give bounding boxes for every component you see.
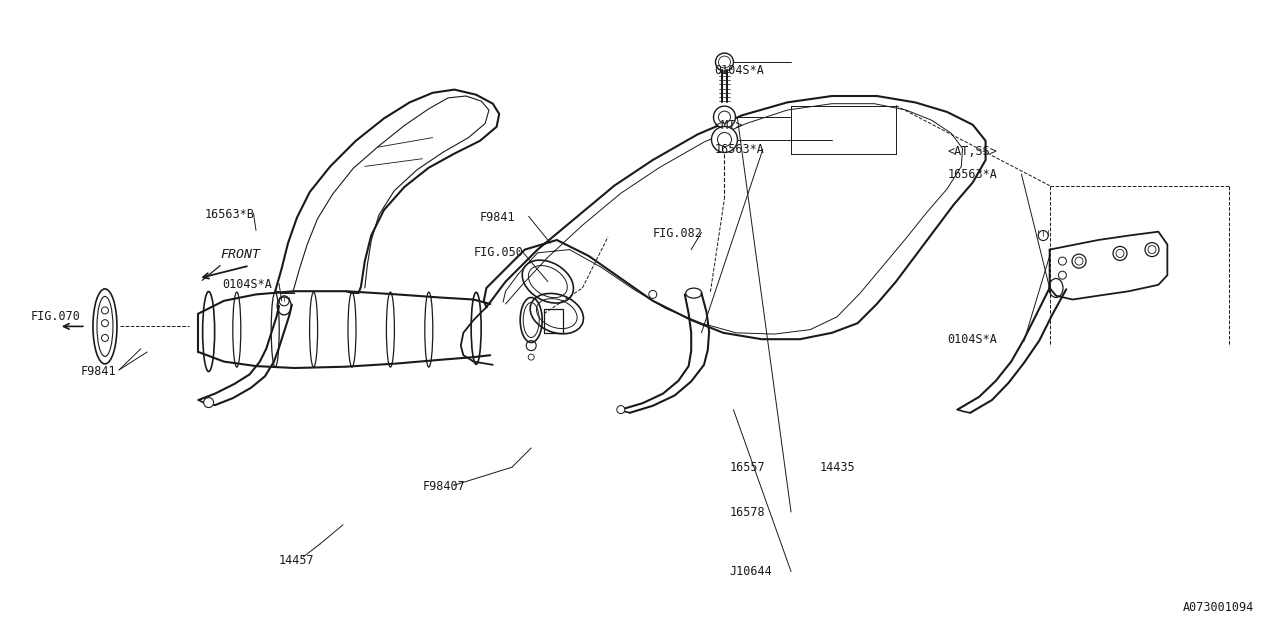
Text: J10644: J10644 <box>730 565 772 578</box>
Text: FIG.070: FIG.070 <box>31 310 81 323</box>
Text: 16578: 16578 <box>730 506 765 518</box>
Circle shape <box>1073 254 1085 268</box>
Text: 16557: 16557 <box>730 461 765 474</box>
Text: F9841: F9841 <box>480 211 516 224</box>
Circle shape <box>1114 246 1126 260</box>
Circle shape <box>712 127 737 152</box>
Circle shape <box>1059 271 1066 279</box>
Text: <AT,SS>: <AT,SS> <box>947 145 997 158</box>
Text: F9841: F9841 <box>81 365 116 378</box>
Text: FIG.082: FIG.082 <box>653 227 703 240</box>
Text: 14435: 14435 <box>819 461 855 474</box>
Text: 14457: 14457 <box>279 554 315 566</box>
Text: FRONT: FRONT <box>220 248 260 261</box>
Text: A073001094: A073001094 <box>1183 602 1254 614</box>
Text: 16563*A: 16563*A <box>714 143 764 156</box>
Text: 0104S*A: 0104S*A <box>223 278 273 291</box>
Circle shape <box>204 397 214 408</box>
Circle shape <box>617 406 625 413</box>
Circle shape <box>649 291 657 298</box>
Text: F98407: F98407 <box>422 480 465 493</box>
Circle shape <box>1146 243 1158 257</box>
Text: <MT>: <MT> <box>714 119 742 132</box>
Ellipse shape <box>93 289 116 364</box>
Circle shape <box>713 106 736 128</box>
Text: FIG.050: FIG.050 <box>474 246 524 259</box>
Text: 16563*A: 16563*A <box>947 168 997 180</box>
Text: 16563*B: 16563*B <box>205 208 255 221</box>
Text: 0104S*A: 0104S*A <box>947 333 997 346</box>
Text: 0104S*A: 0104S*A <box>714 64 764 77</box>
Circle shape <box>1059 257 1066 265</box>
